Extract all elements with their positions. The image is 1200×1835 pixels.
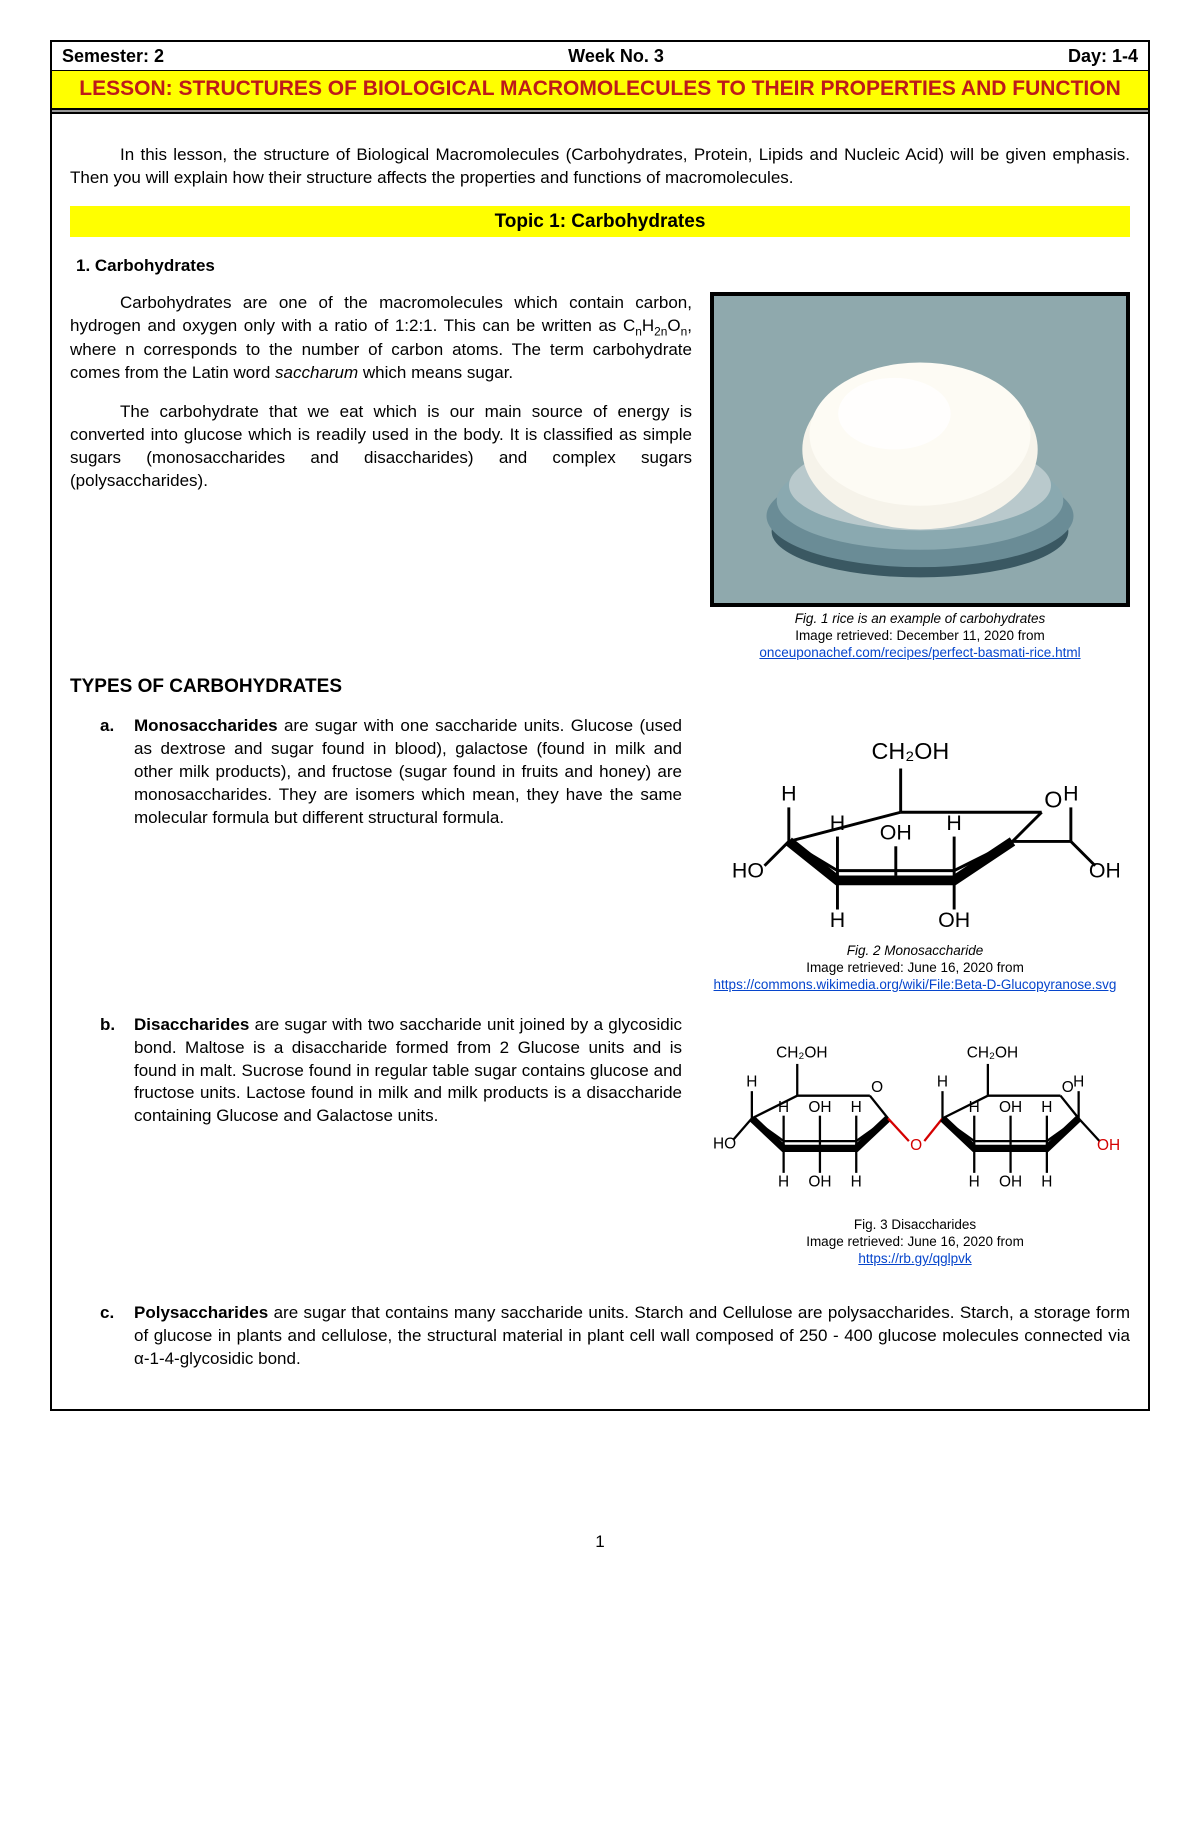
document-frame: Semester: 2 Week No. 3 Day: 1-4 LESSON: … xyxy=(50,40,1150,1411)
row-2-text: a. Monosaccharides are sugar with one sa… xyxy=(70,715,682,844)
svg-text:O: O xyxy=(1044,787,1062,813)
row-2: a. Monosaccharides are sugar with one sa… xyxy=(70,715,1130,993)
para-1: Carbohydrates are one of the macromolecu… xyxy=(70,292,692,385)
row-1-text: Carbohydrates are one of the macromolecu… xyxy=(70,292,692,509)
svg-text:H: H xyxy=(968,1099,979,1116)
svg-text:HO: HO xyxy=(713,1135,736,1152)
disaccharide-structure: CH₂OH CH₂OH H HO H H OH OH H H O O xyxy=(700,1014,1130,1214)
svg-text:OH: OH xyxy=(938,908,970,932)
svg-text:H: H xyxy=(778,1099,789,1116)
figure-3: CH₂OH CH₂OH H HO H H OH OH H H O O xyxy=(700,1014,1130,1268)
svg-text:H: H xyxy=(1063,782,1078,806)
svg-text:OH: OH xyxy=(999,1099,1022,1116)
monosaccharide-structure: CH₂OH H HO H H OH OH H O H OH xyxy=(700,715,1130,939)
item-b: b. Disaccharides are sugar with two sacc… xyxy=(100,1014,682,1129)
svg-text:H: H xyxy=(937,1073,948,1090)
row-3-text: b. Disaccharides are sugar with two sacc… xyxy=(70,1014,682,1143)
figure-3-caption: Fig. 3 Disaccharides Image retrieved: Ju… xyxy=(700,1217,1130,1268)
svg-text:OH: OH xyxy=(808,1173,831,1190)
day-label: Day: 1-4 xyxy=(1068,44,1138,68)
svg-text:H: H xyxy=(946,811,961,835)
intro-paragraph: In this lesson, the structure of Biologi… xyxy=(70,144,1130,190)
svg-text:H: H xyxy=(1073,1073,1084,1090)
svg-text:H: H xyxy=(778,1173,789,1190)
section-1-heading: 1. Carbohydrates xyxy=(76,255,1130,278)
figure-1: Fig. 1 rice is an example of carbohydrat… xyxy=(710,292,1130,662)
svg-text:O: O xyxy=(1062,1079,1074,1096)
svg-text:OH: OH xyxy=(880,821,912,845)
svg-text:H: H xyxy=(850,1173,861,1190)
lesson-title: LESSON: STRUCTURES OF BIOLOGICAL MACROMO… xyxy=(52,70,1148,107)
svg-text:H: H xyxy=(829,908,844,932)
divider-bar xyxy=(52,108,1148,114)
svg-text:OH: OH xyxy=(1097,1137,1119,1154)
figure-2: CH₂OH H HO H H OH OH H O H OH xyxy=(700,715,1130,993)
week-label: Week No. 3 xyxy=(568,44,664,68)
svg-text:H: H xyxy=(746,1073,757,1090)
svg-text:OH: OH xyxy=(999,1173,1022,1190)
types-heading: TYPES OF CARBOHYDRATES xyxy=(70,674,1130,700)
svg-text:O: O xyxy=(871,1079,883,1096)
item-c: c. Polysaccharides are sugar that contai… xyxy=(100,1302,1130,1371)
svg-text:H: H xyxy=(850,1099,861,1116)
topic-banner: Topic 1: Carbohydrates xyxy=(70,206,1130,238)
svg-text:H: H xyxy=(1041,1173,1052,1190)
svg-text:CH₂OH: CH₂OH xyxy=(966,1044,1017,1061)
item-a: a. Monosaccharides are sugar with one sa… xyxy=(100,715,682,830)
figure-1-link[interactable]: onceuponachef.com/recipes/perfect-basmat… xyxy=(759,645,1080,660)
figure-3-link[interactable]: https://rb.gy/qglpvk xyxy=(858,1251,971,1266)
para-2: The carbohydrate that we eat which is ou… xyxy=(70,401,692,493)
page-number: 1 xyxy=(50,1531,1150,1554)
svg-text:HO: HO xyxy=(732,859,764,883)
svg-text:CH₂OH: CH₂OH xyxy=(871,738,949,764)
row-3: b. Disaccharides are sugar with two sacc… xyxy=(70,1014,1130,1268)
header-row: Semester: 2 Week No. 3 Day: 1-4 xyxy=(52,42,1148,70)
rice-image xyxy=(710,292,1130,607)
svg-text:OH: OH xyxy=(808,1099,831,1116)
svg-text:CH₂OH: CH₂OH xyxy=(776,1044,827,1061)
row-1: Carbohydrates are one of the macromolecu… xyxy=(70,292,1130,662)
svg-text:H: H xyxy=(781,782,796,806)
figure-2-link[interactable]: https://commons.wikimedia.org/wiki/File:… xyxy=(714,977,1117,992)
svg-text:H: H xyxy=(968,1173,979,1190)
svg-text:O: O xyxy=(910,1137,922,1154)
svg-text:H: H xyxy=(829,811,844,835)
semester-label: Semester: 2 xyxy=(62,44,164,68)
svg-text:OH: OH xyxy=(1089,859,1120,883)
content-area: In this lesson, the structure of Biologi… xyxy=(52,126,1148,1409)
svg-text:H: H xyxy=(1041,1099,1052,1116)
figure-2-caption: Fig. 2 Monosaccharide Image retrieved: J… xyxy=(700,943,1130,994)
figure-1-caption: Fig. 1 rice is an example of carbohydrat… xyxy=(710,611,1130,662)
